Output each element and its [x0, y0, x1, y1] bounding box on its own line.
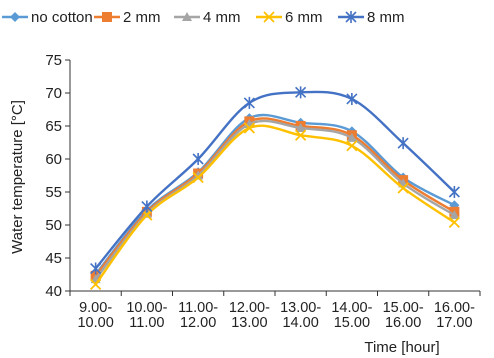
x-tick-label-line: 15.00- — [383, 300, 424, 316]
legend-marker — [345, 11, 357, 23]
y-axis: 40 45 50 55 60 65 70 75 — [45, 52, 71, 300]
y-tick-label: 45 — [45, 250, 62, 267]
series-layer — [89, 86, 461, 291]
x-tick-label: 15.00-16.00 — [383, 300, 424, 331]
y-tick-label: 65 — [45, 118, 62, 135]
x-tick-label: 13.00-14.00 — [280, 300, 321, 331]
legend-item: 2 mm — [94, 9, 161, 26]
y-tick-label: 60 — [45, 151, 62, 168]
x-tick-label-line: 14.00- — [331, 300, 372, 316]
series-no-cotton — [90, 113, 460, 280]
data-point — [295, 86, 307, 99]
series-6-mm — [89, 122, 461, 291]
x-tick-label-line: 11.00 — [129, 315, 164, 331]
legend-item: no cotton — [2, 9, 93, 26]
data-point — [397, 137, 409, 150]
x-tick-label: 16.00-17.00 — [434, 300, 475, 331]
x-axis: 9.00-10.0010.00-11.0011.00-12.0012.00-13… — [69, 290, 481, 331]
y-axis-title: Water temperature [°C] — [9, 100, 26, 254]
x-tick-label-line: 11.00- — [178, 300, 218, 316]
legend-marker — [10, 12, 20, 22]
x-tick-label-line: 10.00 — [77, 315, 113, 331]
data-point — [243, 96, 255, 109]
y-tick-label: 50 — [45, 217, 62, 234]
y-tick-label: 75 — [45, 52, 62, 69]
legend-marker — [263, 11, 275, 23]
x-tick-label: 9.00-10.00 — [77, 300, 113, 331]
data-point — [192, 171, 204, 184]
x-tick-label-line: 16.00 — [385, 315, 421, 331]
data-point — [448, 186, 460, 198]
data-point — [449, 210, 460, 220]
legend: no cotton 2 mm 4 mm 6 mm 8 mm — [2, 9, 405, 26]
series-8-mm — [90, 86, 460, 275]
data-point — [243, 122, 256, 134]
legend-item: 6 mm — [256, 9, 323, 26]
data-point — [192, 153, 204, 165]
x-tick-label-line: 16.00- — [434, 300, 475, 316]
legend-label: 2 mm — [123, 9, 161, 26]
data-point — [346, 92, 358, 105]
legend-label: 6 mm — [285, 9, 323, 26]
legend-marker — [102, 12, 112, 22]
x-tick-label: 11.00-12.00 — [178, 300, 218, 331]
y-tick-label: 70 — [45, 85, 62, 102]
x-tick-label-line: 13.00 — [231, 315, 267, 331]
x-tick-label-line: 13.00- — [280, 300, 321, 316]
data-point — [90, 262, 102, 275]
x-tick-label-line: 14.00 — [282, 315, 318, 331]
y-tick-label: 40 — [45, 283, 62, 300]
x-tick-label-line: 12.00 — [180, 315, 216, 331]
data-point — [295, 122, 306, 132]
legend-item: 4 mm — [174, 9, 241, 26]
legend-label: 4 mm — [203, 9, 241, 26]
y-tick-label: 55 — [45, 184, 62, 201]
x-tick-label: 14.00-15.00 — [331, 300, 372, 331]
x-tick-label: 12.00-13.00 — [229, 300, 270, 331]
legend-label: no cotton — [31, 9, 93, 26]
data-point — [294, 129, 307, 141]
legend-marker — [182, 12, 192, 21]
x-tick-label: 10.00-11.00 — [126, 300, 167, 331]
x-tick-label-line: 12.00- — [229, 300, 270, 316]
legend-item: 8 mm — [338, 9, 405, 26]
data-point — [193, 170, 204, 180]
data-point — [141, 200, 153, 213]
series-line — [94, 113, 455, 276]
x-tick-label-line: 17.00 — [436, 315, 472, 331]
data-point — [89, 278, 102, 291]
x-axis-title: Time [hour] — [364, 339, 439, 356]
x-tick-label-line: 10.00- — [126, 300, 167, 316]
series-2-mm — [90, 116, 460, 281]
data-point — [397, 182, 409, 194]
x-tick-label-line: 9.00- — [79, 300, 112, 316]
legend-label: 8 mm — [367, 9, 405, 26]
data-point — [346, 132, 357, 142]
x-tick-label-line: 15.00 — [334, 315, 370, 331]
data-point — [346, 140, 358, 152]
data-point — [448, 216, 461, 228]
data-point — [141, 208, 152, 218]
